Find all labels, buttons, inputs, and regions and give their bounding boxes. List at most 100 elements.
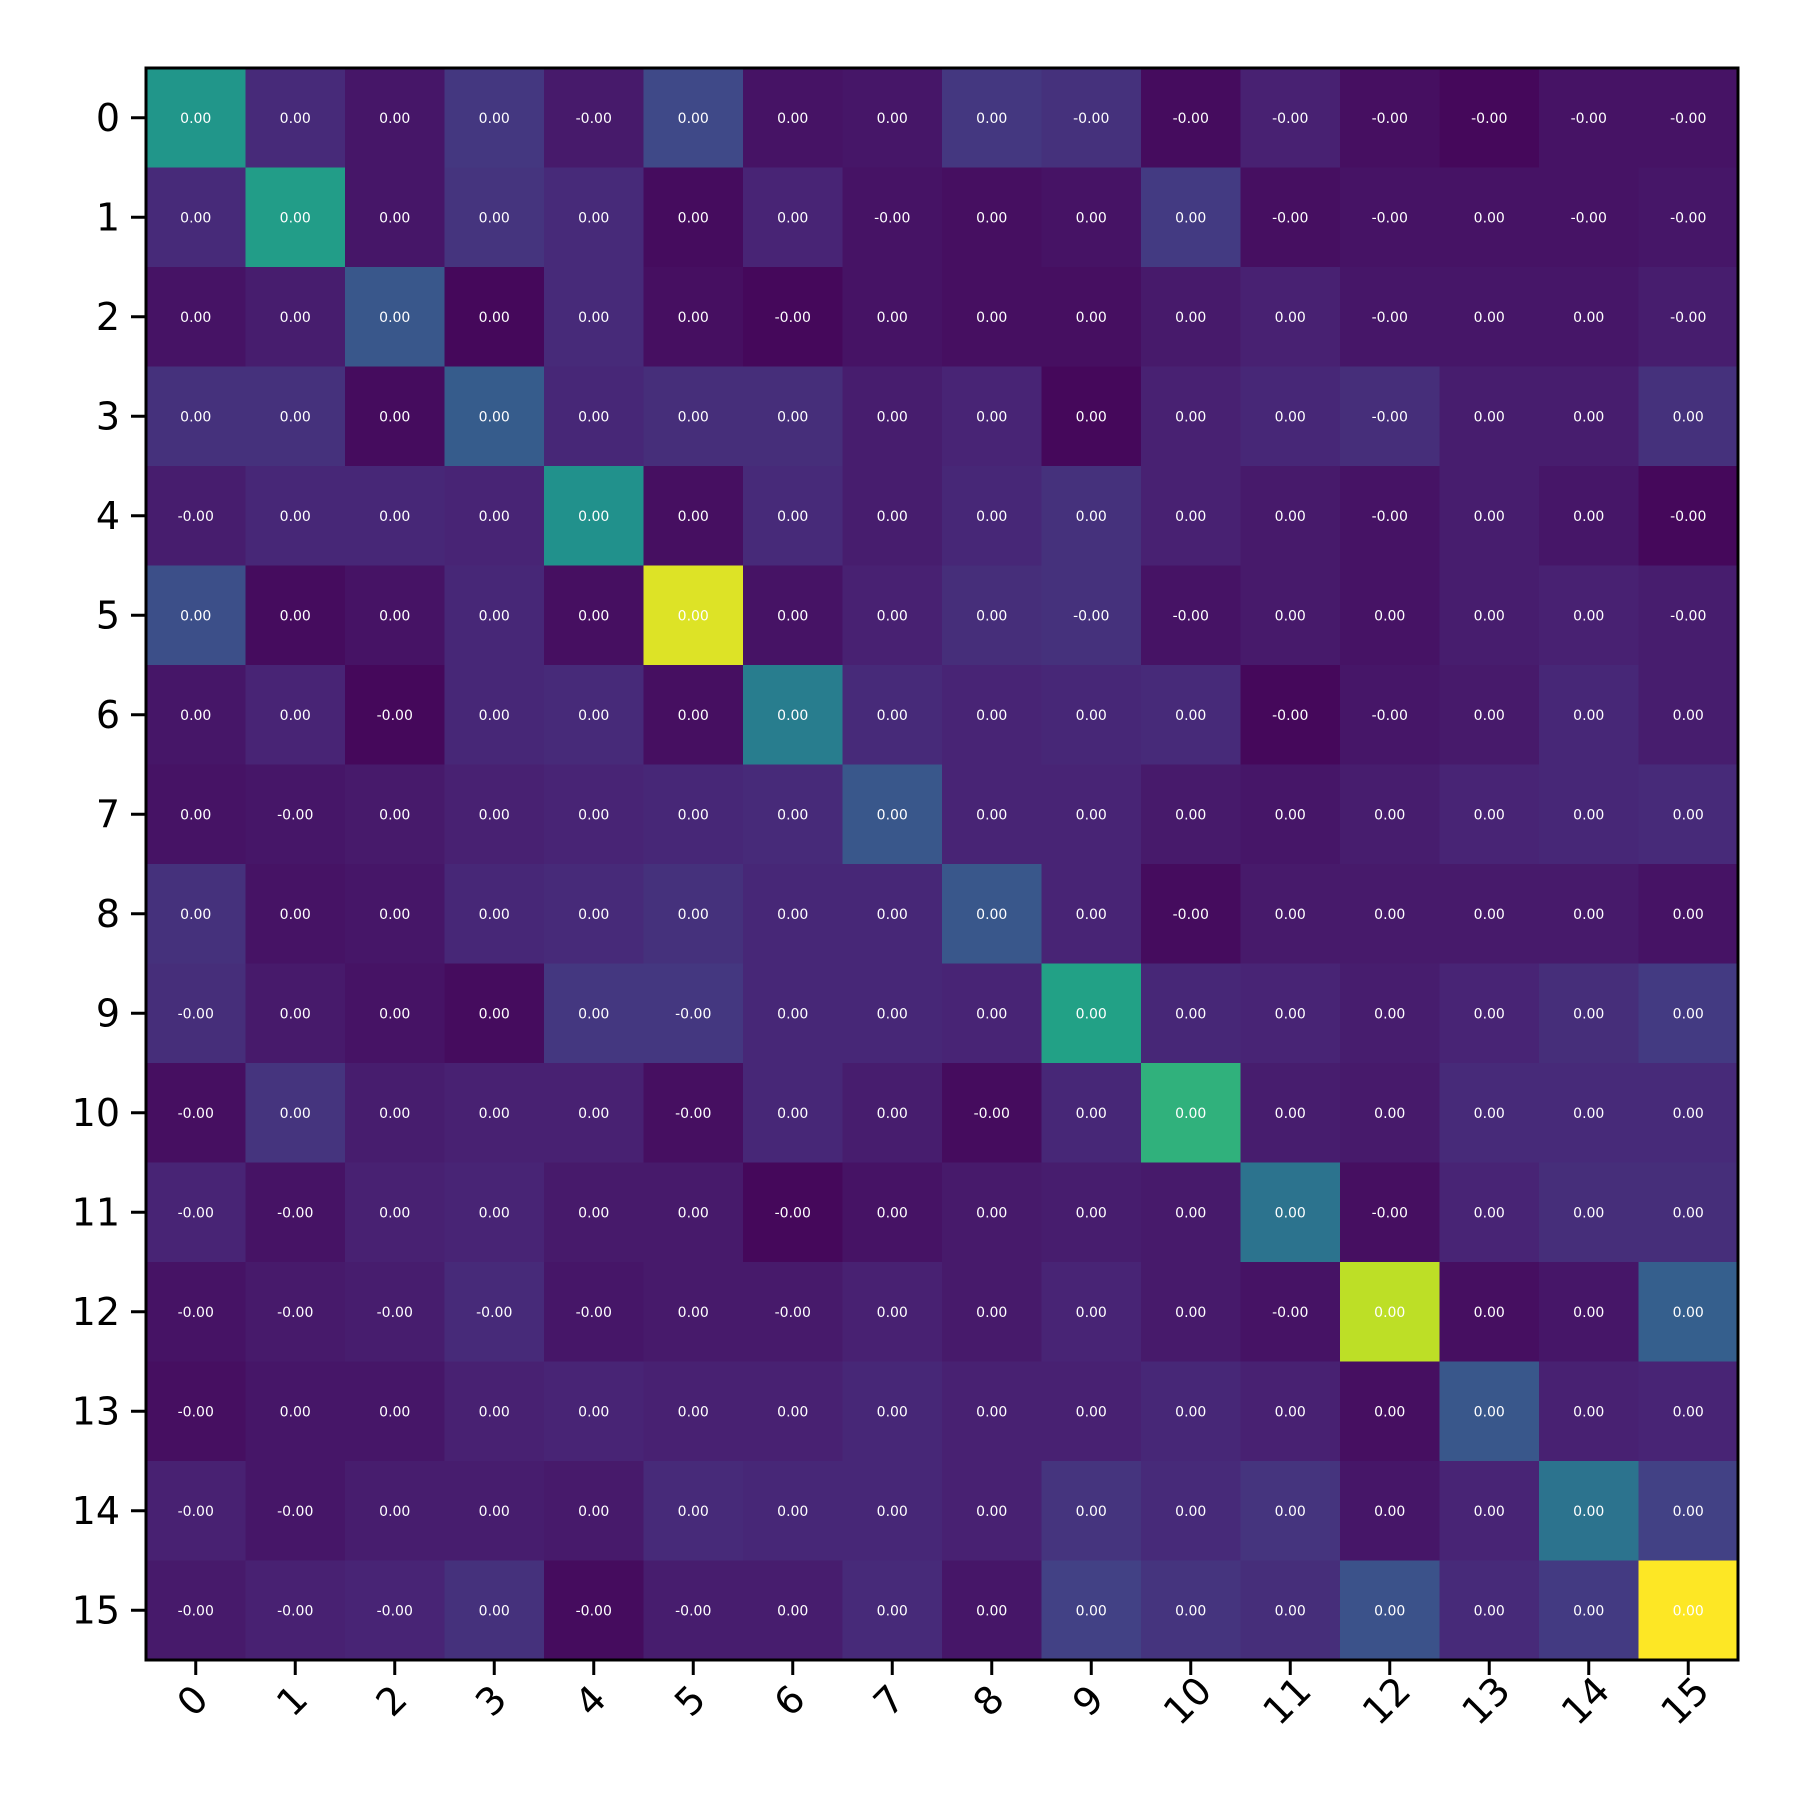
heatmap-cell [1439, 1162, 1540, 1263]
cell-value-label: -0.00 [1372, 509, 1408, 525]
cell-value-label: 0.00 [1573, 509, 1604, 525]
cell-value-label: 0.00 [1076, 1404, 1107, 1420]
heatmap-cell [245, 565, 346, 666]
heatmap-cell [1041, 665, 1142, 765]
heatmap-cell [1141, 366, 1241, 467]
heatmap-cell [1141, 1560, 1241, 1661]
x-tick-label: 8 [964, 1677, 1012, 1725]
cell-value-label: -0.00 [476, 1305, 512, 1321]
cell-value-label: 0.00 [479, 509, 510, 525]
heatmap-cell [345, 466, 445, 566]
heatmap-cell [643, 1162, 744, 1263]
cell-value-label: 0.00 [280, 907, 311, 923]
heatmap-cell [146, 1461, 246, 1561]
cell-value-label: -0.00 [576, 111, 612, 127]
heatmap-cell [1240, 764, 1341, 865]
heatmap-cell [146, 1361, 246, 1462]
heatmap-cell [1638, 1560, 1739, 1661]
heatmap-cell [544, 1162, 644, 1263]
cell-value-label: 0.00 [877, 509, 908, 525]
heatmap-cell [146, 1560, 246, 1661]
cell-value-label: 0.00 [1275, 1006, 1306, 1022]
heatmap-cell [1340, 1560, 1440, 1661]
cell-value-label: 0.00 [1573, 1603, 1604, 1619]
heatmap-cell [345, 68, 445, 168]
cell-value-label: 0.00 [1275, 608, 1306, 624]
heatmap-cell [245, 1361, 346, 1462]
cell-value-label: 0.00 [578, 210, 609, 226]
heatmap-cell [1340, 167, 1440, 268]
cell-value-label: 0.00 [877, 1205, 908, 1221]
heatmap-cell [1638, 1063, 1739, 1163]
heatmap-cell [842, 167, 943, 268]
cell-value-label: 0.00 [1474, 1006, 1505, 1022]
cell-value-label: 0.00 [479, 907, 510, 923]
heatmap-cell [743, 1560, 843, 1661]
cell-value-label: 0.00 [1573, 1205, 1604, 1221]
heatmap-cell [842, 68, 943, 168]
cell-value-label: 0.00 [1076, 807, 1107, 823]
cell-value-label: 0.00 [479, 807, 510, 823]
cell-value-label: 0.00 [1573, 1106, 1604, 1122]
cell-value-label: 0.00 [379, 1006, 410, 1022]
heatmap-cell [245, 1063, 346, 1163]
cell-value-label: 0.00 [1374, 1404, 1405, 1420]
cell-value-label: 0.00 [1474, 1603, 1505, 1619]
heatmap-cell [1539, 1461, 1639, 1561]
y-tick-label: 12 [72, 1290, 120, 1334]
cell-value-label: -0.00 [1471, 111, 1507, 127]
cell-value-label: -0.00 [1670, 608, 1706, 624]
heatmap-cell [643, 864, 744, 964]
cell-value-label: 0.00 [479, 1603, 510, 1619]
cell-value-label: 0.00 [280, 310, 311, 326]
heatmap-cell [842, 1063, 943, 1163]
cell-value-label: -0.00 [277, 1305, 313, 1321]
cell-value-label: -0.00 [178, 1106, 214, 1122]
heatmap-cell [1240, 1461, 1341, 1561]
cell-value-label: 0.00 [976, 1504, 1007, 1520]
heatmap-cell [842, 963, 943, 1064]
cell-value-label: 0.00 [1673, 1603, 1704, 1619]
heatmap-cell [842, 565, 943, 666]
cell-value-label: 0.00 [877, 608, 908, 624]
heatmap-cell [942, 565, 1042, 666]
heatmap-cell [1240, 963, 1341, 1064]
cell-value-label: 0.00 [1673, 807, 1704, 823]
cell-value-label: 0.00 [976, 708, 1007, 724]
heatmap-cell [345, 665, 445, 765]
cell-value-label: 0.00 [1175, 1404, 1206, 1420]
cell-value-label: 0.00 [1275, 1205, 1306, 1221]
heatmap-cell [1439, 1560, 1540, 1661]
cell-value-label: 0.00 [976, 210, 1007, 226]
heatmap-cell [544, 167, 644, 268]
cell-value-label: 0.00 [1573, 708, 1604, 724]
cell-value-label: 0.00 [379, 1404, 410, 1420]
heatmap-cell [444, 1461, 545, 1561]
heatmap-cell [842, 366, 943, 467]
heatmap-cell [345, 366, 445, 467]
heatmap-cell [942, 366, 1042, 467]
cell-value-label: 0.00 [1474, 1106, 1505, 1122]
cell-value-label: 0.00 [379, 907, 410, 923]
heatmap-cell [1340, 864, 1440, 964]
cell-value-label: 0.00 [578, 907, 609, 923]
y-tick-label: 2 [96, 295, 120, 339]
heatmap-cell [345, 1262, 445, 1362]
cell-value-label: 0.00 [479, 1205, 510, 1221]
heatmap-cell [743, 1461, 843, 1561]
cell-value-label: 0.00 [976, 1205, 1007, 1221]
cell-value-label: 0.00 [280, 608, 311, 624]
cell-value-label: 0.00 [578, 807, 609, 823]
heatmap-cell [1439, 963, 1540, 1064]
cell-value-label: 0.00 [280, 409, 311, 425]
heatmap-cell [544, 1063, 644, 1163]
heatmap-cell [146, 167, 246, 268]
x-tick-label: 10 [1155, 1668, 1220, 1733]
heatmap-cell [1539, 565, 1639, 666]
y-tick-label: 8 [96, 892, 120, 936]
heatmap-cell [1340, 1063, 1440, 1163]
heatmap-cell [444, 764, 545, 865]
heatmap-cell [544, 565, 644, 666]
cell-value-label: 0.00 [1673, 1205, 1704, 1221]
